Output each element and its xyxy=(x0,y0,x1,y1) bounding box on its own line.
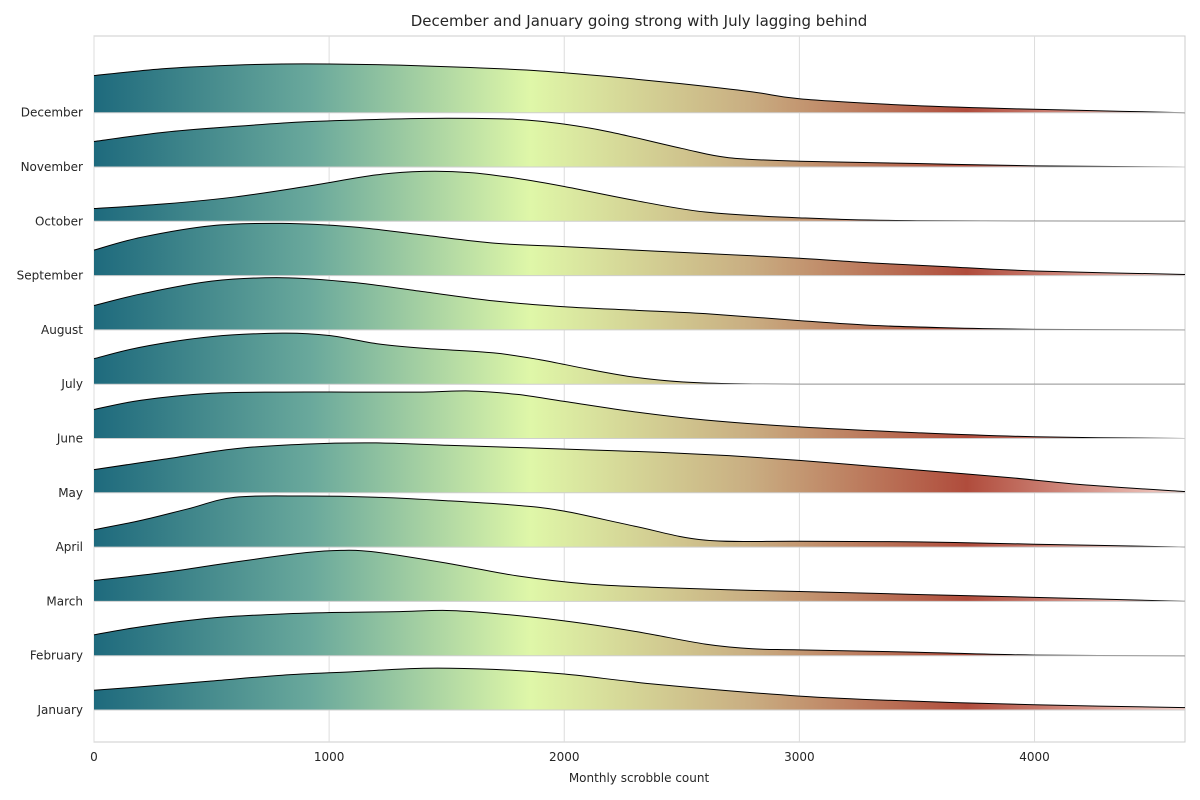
ridge-area-january xyxy=(94,668,1185,710)
ridge-area-february xyxy=(94,610,1185,656)
x-tick-label: 3000 xyxy=(784,750,815,764)
ridge-line-august xyxy=(93,277,1186,331)
row-label-june: June xyxy=(56,432,83,446)
ridge-line-april xyxy=(93,495,1186,548)
x-axis-label: Monthly scrobble count xyxy=(569,771,710,785)
ridge-area-august xyxy=(94,277,1185,330)
ridge-line-october xyxy=(93,170,1186,222)
ridge-area-may xyxy=(94,442,1185,493)
ridge-line-september xyxy=(93,222,1186,275)
ridge-area-april xyxy=(94,495,1185,548)
row-label-august: August xyxy=(41,323,83,337)
ridge-area-october xyxy=(94,171,1185,222)
ridge-area-june xyxy=(94,390,1185,439)
ridge-area-july xyxy=(94,333,1185,385)
row-label-september: September xyxy=(17,269,83,283)
x-tick-label: 4000 xyxy=(1019,750,1050,764)
row-label-may: May xyxy=(58,486,83,500)
ridge-line-may xyxy=(93,442,1186,493)
ridge-line-january xyxy=(93,667,1186,709)
row-label-july: July xyxy=(60,377,83,391)
ridge-area-march xyxy=(94,550,1185,602)
x-tick-label: 2000 xyxy=(549,750,580,764)
ridge-area-december xyxy=(94,63,1185,113)
ridge-line-december xyxy=(93,63,1186,114)
x-tick-label: 0 xyxy=(90,750,98,764)
row-label-november: November xyxy=(21,160,83,174)
ridge-line-november xyxy=(93,117,1186,168)
chart-title: December and January going strong with J… xyxy=(411,12,868,30)
row-label-march: March xyxy=(46,594,83,608)
ridge-line-june xyxy=(93,390,1186,439)
ridge-line-march xyxy=(93,549,1186,602)
row-label-february: February xyxy=(30,649,83,663)
row-label-october: October xyxy=(35,214,83,228)
row-label-january: January xyxy=(37,703,84,717)
ridge-area-september xyxy=(94,223,1185,276)
ridge-line-february xyxy=(93,609,1186,657)
row-label-april: April xyxy=(56,540,83,554)
row-label-december: December xyxy=(21,106,83,120)
x-tick-label: 1000 xyxy=(314,750,345,764)
ridge-area-november xyxy=(94,118,1185,167)
